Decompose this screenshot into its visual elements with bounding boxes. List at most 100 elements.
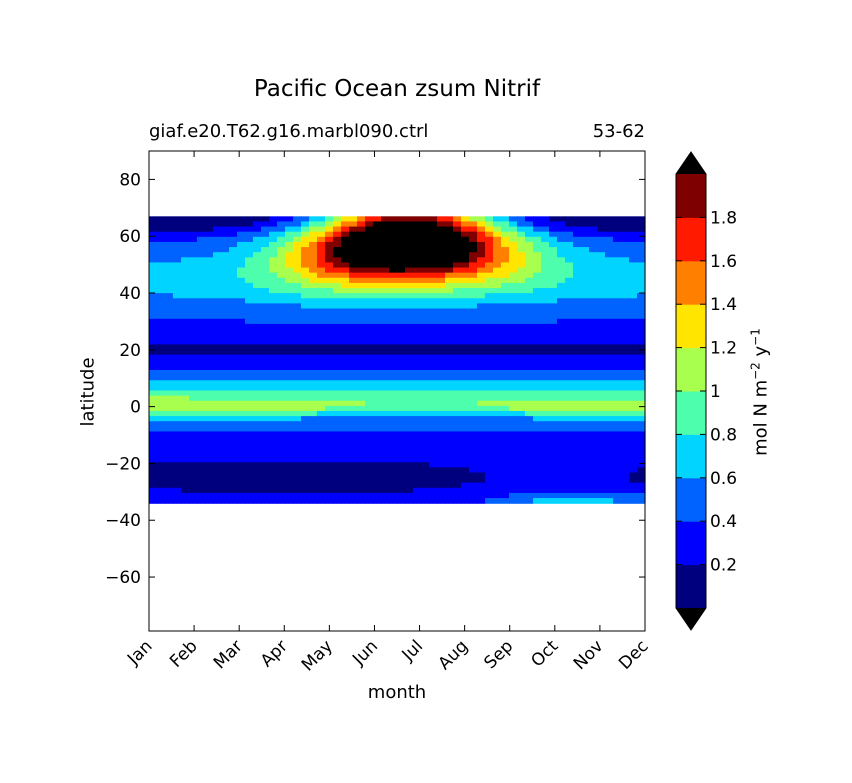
contour-cell (221, 380, 230, 386)
contour-cell (397, 272, 406, 279)
contour-cell (213, 421, 222, 427)
contour-cell (325, 277, 334, 284)
contour-cell (461, 385, 470, 392)
contour-cell (301, 431, 310, 438)
contour-cell (413, 349, 422, 356)
contour-cell (613, 405, 622, 412)
contour-cell (237, 236, 246, 243)
contour-cell (629, 359, 638, 366)
contour-cell (205, 421, 214, 427)
contour-cell (629, 241, 638, 248)
contour-cell (293, 431, 302, 438)
contour-cell (461, 313, 470, 320)
contour-cell (253, 477, 262, 484)
contour-cell (229, 467, 238, 474)
contour-cell (261, 252, 270, 258)
contour-cell (181, 344, 190, 351)
contour-cell (245, 252, 254, 258)
contour-cell (541, 451, 550, 458)
contour-cell (381, 318, 390, 325)
contour-cell (429, 293, 438, 299)
contour-cell (173, 431, 182, 438)
contour-cell (557, 308, 566, 315)
contour-cell (453, 446, 462, 453)
contour-cell (237, 375, 246, 381)
contour-cell (197, 405, 206, 412)
contour-cell (237, 231, 246, 238)
contour-cell (517, 216, 526, 223)
contour-cell (285, 308, 294, 315)
contour-cell (581, 252, 590, 258)
contour-cell (629, 231, 638, 238)
contour-cell (509, 421, 518, 427)
contour-cell (613, 267, 622, 274)
contour-cell (413, 385, 422, 392)
contour-cell (309, 216, 318, 223)
contour-cell (613, 467, 622, 474)
colorbar-tick-label: 1.8 (710, 208, 737, 228)
contour-cell (189, 375, 198, 381)
contour-cell (581, 472, 590, 479)
contour-cell (509, 318, 518, 325)
contour-cell (237, 282, 246, 289)
contour-cell (293, 395, 302, 402)
contour-cell (565, 329, 574, 335)
contour-cell (597, 400, 606, 407)
contour-cell (413, 282, 422, 289)
contour-cell (229, 241, 238, 248)
contour-cell (485, 262, 494, 269)
contour-cell (581, 498, 590, 504)
contour-cell (381, 462, 390, 468)
contour-cell (157, 323, 166, 330)
contour-cell (213, 216, 222, 223)
contour-cell (189, 359, 198, 366)
contour-cell (213, 498, 222, 504)
contour-cell (277, 441, 286, 448)
contour-cell (309, 359, 318, 366)
contour-cell (525, 298, 534, 305)
contour-cell (437, 467, 446, 474)
contour-cell (469, 421, 478, 427)
contour-cell (301, 395, 310, 402)
contour-cell (365, 231, 374, 238)
contour-cell (333, 231, 342, 238)
contour-cell (581, 231, 590, 238)
contour-cell (509, 354, 518, 361)
contour-cell (349, 293, 358, 299)
contour-cell (421, 329, 430, 335)
contour-cell (333, 226, 342, 233)
contour-cell (533, 359, 542, 366)
contour-cell (149, 364, 158, 371)
contour-cell (189, 462, 198, 468)
contour-cell (261, 426, 270, 433)
contour-cell (437, 323, 446, 330)
contour-cell (517, 462, 526, 468)
contour-cell (165, 226, 174, 233)
contour-cell (213, 241, 222, 248)
contour-cell (525, 257, 534, 264)
contour-cell (357, 426, 366, 433)
contour-cell (189, 313, 198, 320)
contour-cell (533, 416, 542, 422)
contour-cell (333, 426, 342, 433)
contour-cell (485, 318, 494, 325)
contour-cell (245, 323, 254, 330)
contour-cell (333, 359, 342, 366)
contour-cell (621, 318, 630, 325)
contour-cell (509, 385, 518, 392)
contour-cell (157, 216, 166, 223)
contour-cell (285, 451, 294, 458)
contour-cell (581, 405, 590, 412)
contour-cell (365, 482, 374, 489)
contour-cell (581, 359, 590, 366)
contour-cell (365, 467, 374, 474)
contour-cell (533, 380, 542, 386)
contour-cell (429, 364, 438, 371)
contour-cell (629, 293, 638, 299)
contour-cell (173, 467, 182, 474)
contour-cell (461, 277, 470, 284)
contour-cell (509, 498, 518, 504)
contour-cell (581, 487, 590, 494)
contour-cell (477, 349, 486, 356)
contour-cell (317, 252, 326, 258)
